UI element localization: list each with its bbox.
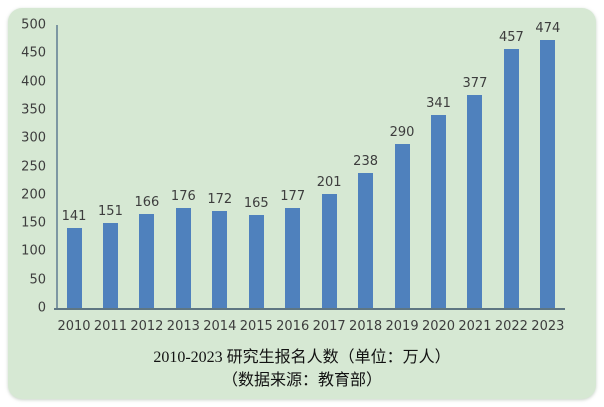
- bar-value-label: 165: [243, 195, 269, 211]
- bar-value-label: 474: [535, 20, 561, 36]
- bar: [175, 208, 191, 308]
- bar: [139, 214, 155, 308]
- x-tick-label: 2018: [349, 319, 383, 334]
- y-tick-label: 300: [21, 130, 46, 146]
- x-tick-label: 2017: [312, 319, 346, 334]
- y-tick-label: 400: [21, 74, 46, 90]
- bar-value-label: 290: [389, 124, 415, 140]
- x-tick-label: 2011: [93, 319, 127, 334]
- x-tick-label: 2010: [57, 319, 91, 334]
- y-tick-label: 0: [37, 300, 46, 316]
- bar: [248, 214, 264, 308]
- y-tick-label: 50: [29, 272, 46, 288]
- x-tick-label: 2021: [458, 319, 492, 334]
- bar: [66, 228, 82, 308]
- x-tick-label: 2013: [166, 319, 200, 334]
- y-tick-label: 450: [21, 45, 46, 61]
- bar-value-label: 341: [426, 95, 451, 111]
- x-tick-label: 2012: [130, 319, 164, 334]
- y-axis-line: [56, 25, 58, 308]
- x-tick-label: 2015: [239, 319, 273, 334]
- bar: [431, 114, 446, 308]
- y-tick-label: 350: [21, 102, 46, 118]
- title-block: 2010-2023 研究生报名人数（单位：万人） （数据来源：教育部）: [8, 346, 596, 392]
- x-tick-label: 2023: [531, 319, 565, 334]
- bar: [285, 207, 301, 308]
- x-axis-line: [54, 308, 565, 310]
- y-tick-label: 100: [21, 243, 46, 259]
- x-tick-label: 2020: [421, 319, 456, 334]
- bar-value-label: 177: [280, 188, 306, 204]
- y-tick-label: 250: [21, 159, 46, 174]
- bar-value-label: 457: [498, 30, 524, 46]
- bar-value-label: 201: [316, 175, 342, 191]
- bar-value-label: 238: [353, 154, 379, 170]
- bar: [540, 39, 556, 308]
- bar-value-label: 166: [134, 195, 160, 211]
- chart-subtitle: （数据来源：教育部）: [221, 372, 382, 389]
- bar: [102, 222, 118, 308]
- x-tick-label: 2014: [203, 319, 237, 334]
- bar-value-label: 377: [462, 75, 488, 91]
- x-tick-label: 2022: [494, 319, 528, 334]
- chart-card: 0 50 100 150 200 250 300 350 400 450 500 141 2010 151…: [8, 8, 596, 399]
- bar-value-label: 176: [170, 189, 196, 205]
- chart-title: 2010-2023 研究生报名人数（单位：万人）: [153, 349, 451, 366]
- bar: [503, 49, 519, 308]
- bar-value-label: 141: [61, 209, 87, 225]
- y-tick-label: 150: [21, 215, 46, 231]
- x-tick-label: 2019: [385, 319, 419, 334]
- x-tick-label: 2016: [276, 319, 310, 334]
- bar-value-label: 151: [98, 203, 123, 219]
- bar: [467, 94, 483, 308]
- bar: [394, 143, 410, 308]
- bar-value-label: 172: [207, 191, 233, 207]
- y-tick-label: 200: [21, 187, 46, 203]
- bar: [358, 173, 374, 308]
- bar: [321, 194, 337, 308]
- bar: [212, 210, 228, 308]
- y-tick-label: 500: [21, 17, 46, 33]
